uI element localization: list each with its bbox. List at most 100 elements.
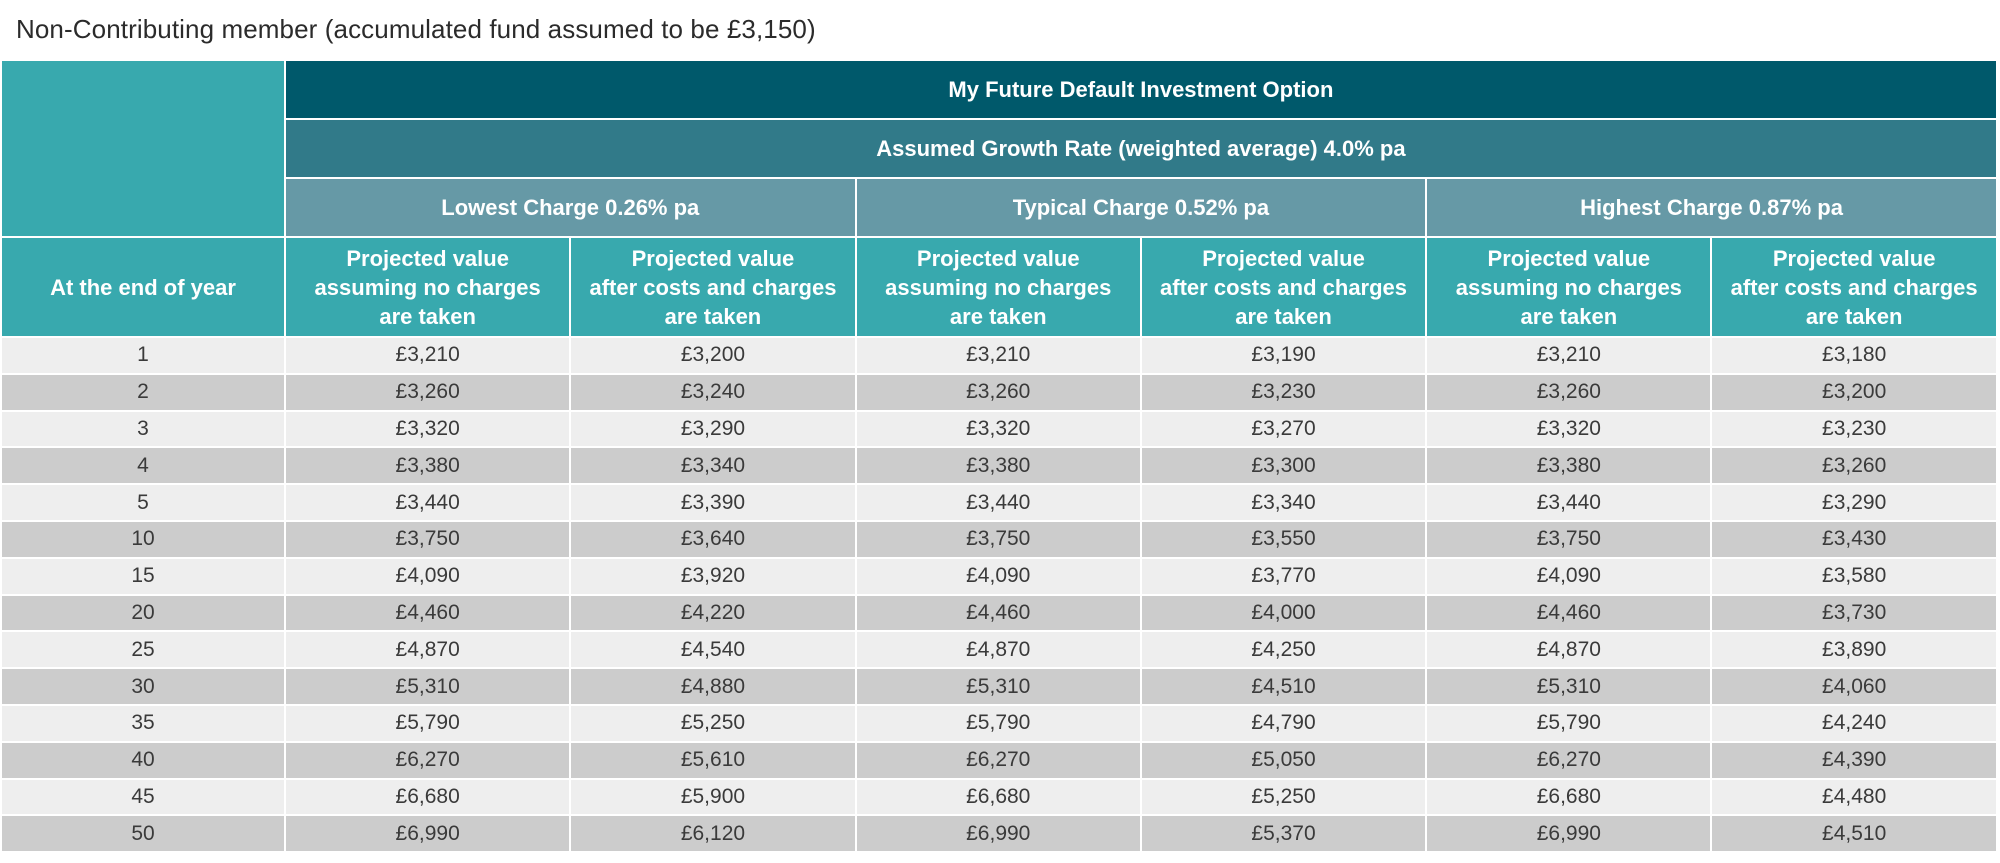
typical-after-costs-cell: £4,000 <box>1139 593 1428 633</box>
year-cell: 4 <box>0 446 286 486</box>
typical-no-charges-cell: £3,380 <box>854 446 1142 486</box>
table-row: 2 £3,260 £3,240 £3,260 £3,230 £3,260 £3,200 <box>0 372 1998 412</box>
column-header-no-charges: Projected value assuming no charges are ta… <box>854 236 1142 338</box>
highest-after-costs-cell: £3,230 <box>1710 409 1998 449</box>
year-cell: 5 <box>0 483 286 522</box>
table-row: 40 £6,270 £5,610 £6,270 £5,050 £6,270 £4,390 <box>0 740 1998 780</box>
lowest-after-costs-cell: £5,250 <box>569 703 857 743</box>
table-row: 35 £5,790 £5,250 £5,790 £4,790 £5,790 £4,240 <box>0 703 1998 743</box>
year-cell: 10 <box>0 519 286 559</box>
typical-after-costs-cell: £3,340 <box>1139 483 1428 522</box>
typical-no-charges-cell: £4,090 <box>854 556 1142 596</box>
lowest-after-costs-cell: £3,640 <box>569 519 857 559</box>
year-cell: 40 <box>0 740 286 780</box>
highest-no-charges-cell: £3,750 <box>1425 519 1713 559</box>
year-cell: 3 <box>0 409 286 449</box>
lowest-no-charges-cell: £5,310 <box>283 667 572 706</box>
year-cell: 35 <box>0 703 286 743</box>
typical-no-charges-cell: £4,460 <box>854 593 1142 633</box>
table-row: 20 £4,460 £4,220 £4,460 £4,000 £4,460 £3,730 <box>0 593 1998 633</box>
highest-no-charges-cell: £6,990 <box>1425 814 1713 854</box>
highest-after-costs-cell: £3,890 <box>1710 630 1998 670</box>
growth-rate-header: Assumed Growth Rate (weighted average) 4… <box>284 118 1998 179</box>
lowest-no-charges-cell: £3,210 <box>283 336 572 375</box>
highest-after-costs-cell: £3,430 <box>1710 519 1998 559</box>
highest-after-costs-cell: £4,480 <box>1710 777 1998 817</box>
lowest-after-costs-cell: £3,290 <box>569 409 857 449</box>
lowest-no-charges-cell: £3,750 <box>283 519 572 559</box>
typical-after-costs-cell: £4,250 <box>1139 630 1428 670</box>
typical-no-charges-cell: £3,440 <box>854 483 1142 522</box>
highest-after-costs-cell: £3,180 <box>1710 336 1998 375</box>
typical-after-costs-cell: £3,550 <box>1139 519 1428 559</box>
lowest-after-costs-cell: £3,240 <box>569 372 857 412</box>
highest-no-charges-cell: £4,460 <box>1425 593 1713 633</box>
typical-no-charges-cell: £3,750 <box>854 519 1142 559</box>
highest-no-charges-cell: £3,320 <box>1425 409 1713 449</box>
column-header-after-costs: Projected value after costs and charges ar… <box>1710 236 1998 338</box>
lowest-after-costs-cell: £3,200 <box>569 336 857 375</box>
column-header-no-charges: Projected value assuming no charges are ta… <box>1425 236 1713 338</box>
typical-no-charges-cell: £5,310 <box>854 667 1142 706</box>
lowest-no-charges-cell: £5,790 <box>283 703 572 743</box>
year-column-header: At the end of year <box>0 236 286 338</box>
table-row: 25 £4,870 £4,540 £4,870 £4,250 £4,870 £3,890 <box>0 630 1998 670</box>
year-cell: 50 <box>0 814 286 854</box>
year-cell: 30 <box>0 667 286 706</box>
table-row: 45 £6,680 £5,900 £6,680 £5,250 £6,680 £4,480 <box>0 777 1998 817</box>
lowest-after-costs-cell: £5,900 <box>569 777 857 817</box>
typical-after-costs-cell: £4,790 <box>1139 703 1428 743</box>
typical-after-costs-cell: £3,770 <box>1139 556 1428 596</box>
highest-after-costs-cell: £3,730 <box>1710 593 1998 633</box>
lowest-after-costs-cell: £6,120 <box>569 814 857 854</box>
typical-no-charges-cell: £4,870 <box>854 630 1142 670</box>
typical-no-charges-cell: £6,680 <box>854 777 1142 817</box>
projection-table: My Future Default Investment Option Assu… <box>0 59 1998 854</box>
typical-after-costs-cell: £5,250 <box>1139 777 1428 817</box>
highest-no-charges-cell: £6,270 <box>1425 740 1713 780</box>
highest-no-charges-cell: £3,210 <box>1425 336 1713 375</box>
typical-after-costs-cell: £4,510 <box>1139 667 1428 706</box>
typical-after-costs-cell: £5,370 <box>1139 814 1428 854</box>
table-header: My Future Default Investment Option Assu… <box>0 59 1998 338</box>
highest-after-costs-cell: £4,510 <box>1710 814 1998 854</box>
table-row: 3 £3,320 £3,290 £3,320 £3,270 £3,320 £3,230 <box>0 409 1998 449</box>
charge-header-typical: Typical Charge 0.52% pa <box>854 177 1428 238</box>
highest-after-costs-cell: £4,390 <box>1710 740 1998 780</box>
typical-after-costs-cell: £5,050 <box>1139 740 1428 780</box>
lowest-after-costs-cell: £3,390 <box>569 483 857 522</box>
typical-after-costs-cell: £3,190 <box>1139 336 1428 375</box>
typical-no-charges-cell: £3,210 <box>854 336 1142 375</box>
table-row: 5 £3,440 £3,390 £3,440 £3,340 £3,440 £3,290 <box>0 483 1998 522</box>
lowest-after-costs-cell: £4,540 <box>569 630 857 670</box>
table-row: 50 £6,990 £6,120 £6,990 £5,370 £6,990 £4,510 <box>0 814 1998 854</box>
highest-after-costs-cell: £3,580 <box>1710 556 1998 596</box>
typical-after-costs-cell: £3,230 <box>1139 372 1428 412</box>
typical-no-charges-cell: £3,260 <box>854 372 1142 412</box>
table-row: 10 £3,750 £3,640 £3,750 £3,550 £3,750 £3,430 <box>0 519 1998 559</box>
table-caption: Non-Contributing member (accumulated fun… <box>16 14 816 44</box>
lowest-no-charges-cell: £4,870 <box>283 630 572 670</box>
lowest-no-charges-cell: £3,380 <box>283 446 572 486</box>
year-cell: 20 <box>0 593 286 633</box>
highest-after-costs-cell: £3,200 <box>1710 372 1998 412</box>
table-body: 1 £3,210 £3,200 £3,210 £3,190 £3,210 £3,180 2 £3… <box>0 336 1998 854</box>
lowest-after-costs-cell: £3,340 <box>569 446 857 486</box>
lowest-no-charges-cell: £6,270 <box>283 740 572 780</box>
highest-no-charges-cell: £4,870 <box>1425 630 1713 670</box>
highest-after-costs-cell: £4,060 <box>1710 667 1998 706</box>
lowest-no-charges-cell: £6,680 <box>283 777 572 817</box>
table-row: 30 £5,310 £4,880 £5,310 £4,510 £5,310 £4,060 <box>0 667 1998 706</box>
typical-no-charges-cell: £6,270 <box>854 740 1142 780</box>
table-row: 1 £3,210 £3,200 £3,210 £3,190 £3,210 £3,180 <box>0 336 1998 375</box>
lowest-no-charges-cell: £4,090 <box>283 556 572 596</box>
highest-no-charges-cell: £3,440 <box>1425 483 1713 522</box>
lowest-after-costs-cell: £5,610 <box>569 740 857 780</box>
lowest-no-charges-cell: £3,440 <box>283 483 572 522</box>
highest-no-charges-cell: £5,790 <box>1425 703 1713 743</box>
year-cell: 45 <box>0 777 286 817</box>
lowest-no-charges-cell: £3,320 <box>283 409 572 449</box>
lowest-after-costs-cell: £4,880 <box>569 667 857 706</box>
highest-no-charges-cell: £4,090 <box>1425 556 1713 596</box>
highest-no-charges-cell: £3,260 <box>1425 372 1713 412</box>
